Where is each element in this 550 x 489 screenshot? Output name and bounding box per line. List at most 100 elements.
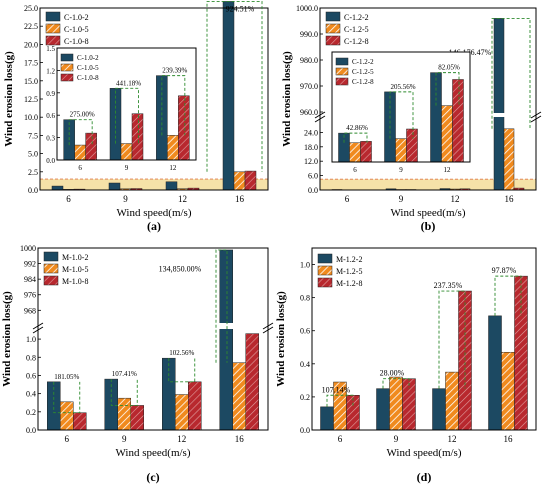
d-y-tick-label: 0.6 (300, 327, 310, 336)
b-bar-C-1.2-5 (503, 128, 515, 191)
b-y-upper-tick-label: 970.0 (300, 82, 318, 91)
c-bar-M-1.0-5 (175, 394, 189, 431)
a-inset-bracket (68, 119, 93, 146)
a-x-tick-label: 9 (123, 194, 128, 204)
c-annotation: 107.41% (112, 370, 137, 378)
c-bar-M-1.0-8 (188, 381, 202, 431)
axis-break-gap (37, 323, 269, 329)
a-bar-C-1.0-5 (233, 171, 246, 191)
a-y-tick-label: 17.5 (24, 59, 38, 68)
c-bar-M-1.0-5 (117, 397, 131, 431)
a-inset-bar-C-1.0-2 (109, 88, 122, 161)
d-bracket (494, 275, 522, 316)
b-inset-legend-label: C-1.2-2 (352, 58, 374, 66)
c-bar-M-1.0-5 (232, 362, 246, 431)
d-bar-M-1.2-5 (389, 376, 403, 431)
a-inset-x-tick-label: 6 (78, 164, 82, 172)
panel-label: (d) (417, 470, 432, 484)
b-inset-legend-label: C-1.2-5 (352, 68, 374, 76)
c-y-upper-tick-label: 1000 (20, 244, 36, 253)
a-y-tick-label: 2.5 (28, 168, 38, 177)
a-x-tick-label: 16 (235, 194, 245, 204)
b-inset-bar-C-1.2-5 (349, 142, 361, 163)
x-axis-label: Wind speed(m/s) (390, 207, 465, 219)
a-y-tick-label: 12.5 (24, 95, 38, 104)
c-bar-M-1.0-2 (219, 249, 233, 431)
y-axis-label: Wind erosion loss(g) (1, 291, 13, 387)
d-legend-label: M-1.2-2 (336, 255, 362, 264)
d-x-tick-label: 16 (504, 434, 514, 444)
a-inset-y-tick-label: 0.6 (46, 112, 55, 120)
d-x-tick-label: 9 (394, 434, 399, 444)
axis-break (530, 111, 542, 119)
a-inset-y-tick-label: 0.9 (46, 90, 55, 98)
a-inset-annotation: 275.00% (70, 111, 95, 119)
a-y-tick-label: 10.0 (24, 113, 38, 122)
a-bar-C-1.0-2 (222, 1, 235, 191)
b-y-lower-tick-label: 6.0 (308, 172, 318, 181)
axis-break (32, 326, 44, 334)
d-annotation: 107.14% (322, 385, 351, 394)
b-x-tick-label: 9 (399, 194, 404, 204)
b-inset-bar-C-1.2-2 (430, 72, 442, 163)
c-legend-label: M-1.0-2 (62, 253, 88, 262)
b-inset-x-tick-label: 9 (399, 166, 403, 174)
b-y-lower-tick-label: 12.0 (304, 157, 318, 166)
inset-b-plot (331, 51, 471, 163)
b-inset-bracket (435, 72, 460, 106)
c-annotation: 102.56% (169, 349, 194, 357)
a-inset-y-tick-label: 0.0 (46, 157, 55, 165)
a-inset-y-tick-label: 1.2 (46, 67, 55, 75)
c-annotation: 134,850.00% (159, 264, 202, 273)
c-y-lower-tick-label: 0.4 (26, 390, 36, 399)
d-bar-M-1.2-2 (488, 315, 502, 431)
b-legend-swatch (325, 35, 341, 46)
b-inset-annotation: 82.05% (438, 64, 460, 72)
d-bracket (438, 290, 466, 389)
a-inset-bar-C-1.0-5 (74, 144, 86, 161)
b-y-upper-tick-label: 990.0 (300, 30, 318, 39)
c-y-upper-tick-label: 976 (24, 291, 36, 300)
c-bracket (168, 358, 196, 383)
b-inset-bar-C-1.2-8 (360, 141, 372, 163)
a-inset-legend-label: C-1.0-2 (77, 54, 99, 62)
a-inset-annotation: 441.18% (116, 79, 141, 87)
b-x-tick-label: 6 (345, 194, 350, 204)
d-bar-M-1.2-2 (432, 388, 446, 431)
d-annotation: 97.87% (492, 266, 517, 275)
a-inset-bar-C-1.0-5 (120, 143, 133, 161)
b-legend-swatch (325, 23, 341, 34)
b-inset-annotation: 42.86% (346, 124, 368, 132)
b-inset-annotation: 205.56% (390, 83, 415, 91)
d-annotation: 237.35% (434, 281, 463, 290)
c-bracket (53, 381, 81, 414)
b-inset-bracket (343, 132, 368, 143)
c-legend-label: M-1.0-5 (62, 265, 88, 274)
a-legend-label: C-1.0-2 (64, 13, 89, 22)
axis-break (314, 115, 326, 123)
d-bar-M-1.2-5 (501, 351, 515, 431)
a-inset-bar-C-1.0-8 (85, 132, 97, 161)
panel-label: (c) (146, 470, 159, 484)
d-legend-swatch (317, 253, 333, 264)
d-bracket (382, 378, 410, 389)
d-bar-M-1.2-8 (458, 290, 472, 431)
c-y-lower-tick-label: 0.6 (26, 371, 36, 380)
d-bar-M-1.2-5 (445, 371, 459, 431)
c-x-tick-label: 16 (235, 434, 245, 444)
x-axis-label: Wind speed(m/s) (115, 447, 190, 459)
a-inset-legend-label: C-1.0-8 (77, 74, 99, 82)
c-legend-label: M-1.0-8 (62, 277, 88, 286)
a-y-tick-label: 25.0 (24, 4, 38, 13)
c-legend-swatch (43, 275, 59, 286)
a-inset-x-tick-label: 9 (125, 164, 129, 172)
b-x-tick-label: 16 (505, 194, 515, 204)
a-inset-bracket (115, 87, 139, 144)
a-y-tick-label: 20.0 (24, 40, 38, 49)
d-legend-swatch (317, 265, 333, 276)
a-y-tick-label: 0.0 (28, 186, 38, 195)
axis-break (262, 326, 274, 334)
b-inset-x-tick-label: 6 (353, 166, 357, 174)
c-bar-M-1.0-8 (73, 412, 87, 431)
